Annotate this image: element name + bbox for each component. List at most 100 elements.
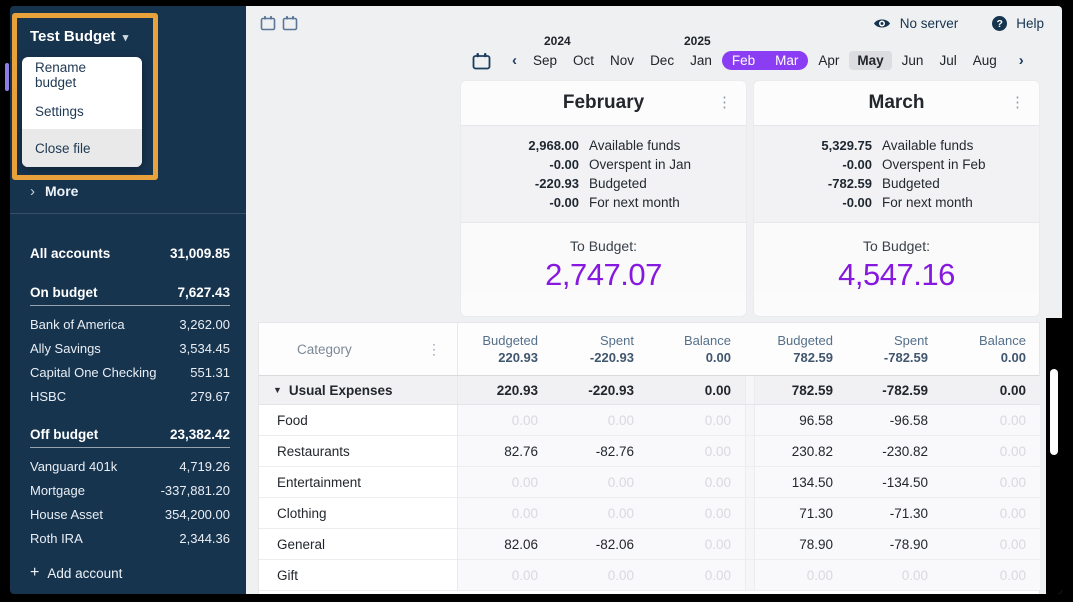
march-menu-icon[interactable]: ⋮ (1010, 94, 1025, 111)
menu-item-settings[interactable]: Settings (35, 103, 84, 119)
account-row-mortgage[interactable]: Mortgage -337,881.20 (30, 482, 230, 498)
balance-cell[interactable]: 0.00 (942, 529, 1040, 559)
budget-cell[interactable]: 96.58 (755, 405, 847, 435)
account-row-house-asset[interactable]: House Asset 354,200.00 (30, 506, 230, 522)
balance-cell[interactable]: 0.00 (942, 436, 1040, 466)
balance-cell[interactable]: 0.00 (648, 467, 745, 497)
march-to-budget-value[interactable]: 4,547.16 (838, 257, 955, 292)
february-to-budget-value[interactable]: 2,747.07 (545, 257, 662, 292)
spent-cell[interactable]: -82.76 (552, 436, 648, 466)
spent-cell[interactable]: -96.58 (847, 405, 942, 435)
category-name[interactable]: Entertainment (259, 467, 458, 497)
table-row-general: General 82.06 -82.06 0.00 78.90 -78.90 0… (259, 529, 1040, 560)
category-name[interactable]: Restaurants (259, 436, 458, 466)
budget-cell[interactable]: 82.06 (458, 529, 552, 559)
scrollbar-thumb[interactable] (1050, 369, 1058, 455)
budget-cell[interactable]: 220.93 (458, 376, 552, 404)
budget-menu-trigger[interactable]: Test Budget ▾ (10, 6, 246, 45)
balance-cell[interactable]: 0.00 (648, 498, 745, 528)
account-row-vanguard-401k[interactable]: Vanguard 401k 4,719.26 (30, 458, 230, 474)
budget-cell[interactable]: 82.76 (458, 436, 552, 466)
budget-cell[interactable]: 0.00 (458, 560, 552, 590)
balance-cell[interactable]: 0.00 (648, 529, 745, 559)
all-accounts-row[interactable]: All accounts 31,009.85 (30, 245, 230, 261)
month-feb-selected[interactable]: Feb (731, 53, 756, 68)
off-budget-row[interactable]: Off budget 23,382.42 (30, 422, 230, 448)
account-row-roth-ira[interactable]: Roth IRA 2,344.36 (30, 530, 230, 546)
february-menu-icon[interactable]: ⋮ (717, 94, 732, 111)
spent-cell[interactable]: -782.59 (847, 376, 942, 404)
spent-cell[interactable]: -220.93 (552, 376, 648, 404)
budget-cell[interactable]: 0.00 (458, 405, 552, 435)
budget-cell[interactable]: 71.30 (755, 498, 847, 528)
account-row-capital-one[interactable]: Capital One Checking 551.31 (30, 364, 230, 380)
balance-cell[interactable]: 0.00 (648, 560, 745, 590)
budget-cell[interactable]: 230.82 (755, 436, 847, 466)
month-apr[interactable]: Apr (818, 53, 840, 68)
balance-cell[interactable]: 0.00 (942, 560, 1040, 590)
mar-budgeted-header[interactable]: Budgeted 782.59 (777, 333, 833, 365)
month-sep[interactable]: Sep (533, 53, 558, 68)
month-nov[interactable]: Nov (610, 53, 635, 68)
month-oct[interactable]: Oct (573, 53, 595, 68)
prev-month-chevron[interactable]: ‹ (512, 52, 517, 69)
budget-cell[interactable]: 782.59 (755, 376, 847, 404)
spent-cell[interactable]: -230.82 (847, 436, 942, 466)
account-row-hsbc[interactable]: HSBC 279.67 (30, 388, 230, 404)
category-group-toggle[interactable]: ▼ Usual Expenses (259, 376, 458, 404)
category-name[interactable]: Clothing (259, 498, 458, 528)
server-status-button[interactable]: No server (873, 16, 958, 31)
category-menu-icon[interactable]: ⋮ (427, 340, 441, 357)
month-aug[interactable]: Aug (972, 53, 997, 68)
more-label: More (45, 183, 79, 199)
calendar-one-month-icon[interactable] (260, 15, 276, 31)
month-may-current[interactable]: May (849, 51, 892, 70)
account-row-ally-savings[interactable]: Ally Savings 3,534.45 (30, 340, 230, 356)
balance-cell[interactable]: 0.00 (942, 405, 1040, 435)
spent-cell[interactable]: -82.06 (552, 529, 648, 559)
spent-cell[interactable]: 0.00 (552, 560, 648, 590)
mar-spent-header[interactable]: Spent -782.59 (883, 333, 928, 365)
budget-cell[interactable]: 0.00 (458, 498, 552, 528)
spent-cell[interactable]: -71.30 (847, 498, 942, 528)
balance-cell[interactable]: 0.00 (942, 467, 1040, 497)
category-name[interactable]: General (259, 529, 458, 559)
feb-spent-header[interactable]: Spent -220.93 (589, 333, 634, 365)
menu-item-rename-budget[interactable]: Rename budget (35, 60, 87, 90)
mar-balance-header[interactable]: Balance 0.00 (979, 333, 1026, 365)
budget-cell[interactable]: 0.00 (755, 560, 847, 590)
feb-balance-header[interactable]: Balance 0.00 (684, 333, 731, 365)
add-account-button[interactable]: + Add account (30, 564, 123, 581)
balance-cell[interactable]: 0.00 (648, 436, 745, 466)
spent-cell[interactable]: 0.00 (552, 498, 648, 528)
month-dec[interactable]: Dec (650, 53, 675, 68)
account-row-bank-of-america[interactable]: Bank of America 3,262.00 (30, 316, 230, 332)
budget-cell[interactable]: 134.50 (755, 467, 847, 497)
help-button[interactable]: ? Help (992, 16, 1044, 31)
feb-budgeted-header[interactable]: Budgeted 220.93 (482, 333, 538, 365)
category-name[interactable]: Food (259, 405, 458, 435)
category-name[interactable]: Gift (259, 560, 458, 590)
month-jul[interactable]: Jul (939, 53, 957, 68)
month-mar-selected[interactable]: Mar (775, 53, 799, 68)
next-month-chevron[interactable]: › (1018, 52, 1024, 69)
month-jan[interactable]: Jan (690, 53, 712, 68)
spent-cell[interactable]: -78.90 (847, 529, 942, 559)
month-jun[interactable]: Jun (901, 53, 924, 68)
budget-cell[interactable]: 78.90 (755, 529, 847, 559)
sidebar-more-toggle[interactable]: › More (10, 177, 246, 205)
spent-cell[interactable]: 0.00 (552, 467, 648, 497)
on-budget-row[interactable]: On budget 7,627.43 (30, 280, 230, 306)
balance-cell[interactable]: 0.00 (648, 376, 745, 404)
calendar-two-months-icon[interactable] (282, 15, 298, 31)
spent-cell[interactable]: 0.00 (552, 405, 648, 435)
spent-cell[interactable]: -134.50 (847, 467, 942, 497)
balance-cell[interactable]: 0.00 (942, 376, 1040, 404)
balance-cell[interactable]: 0.00 (942, 498, 1040, 528)
spent-cell[interactable]: 0.00 (847, 560, 942, 590)
calendar-picker-icon[interactable] (472, 52, 491, 70)
budget-cell[interactable]: 0.00 (458, 467, 552, 497)
balance-cell[interactable]: 0.00 (648, 405, 745, 435)
menu-item-close-file[interactable]: Close file (22, 129, 142, 167)
sidebar: Test Budget ▾ Rename budget Settings Clo… (10, 6, 246, 594)
